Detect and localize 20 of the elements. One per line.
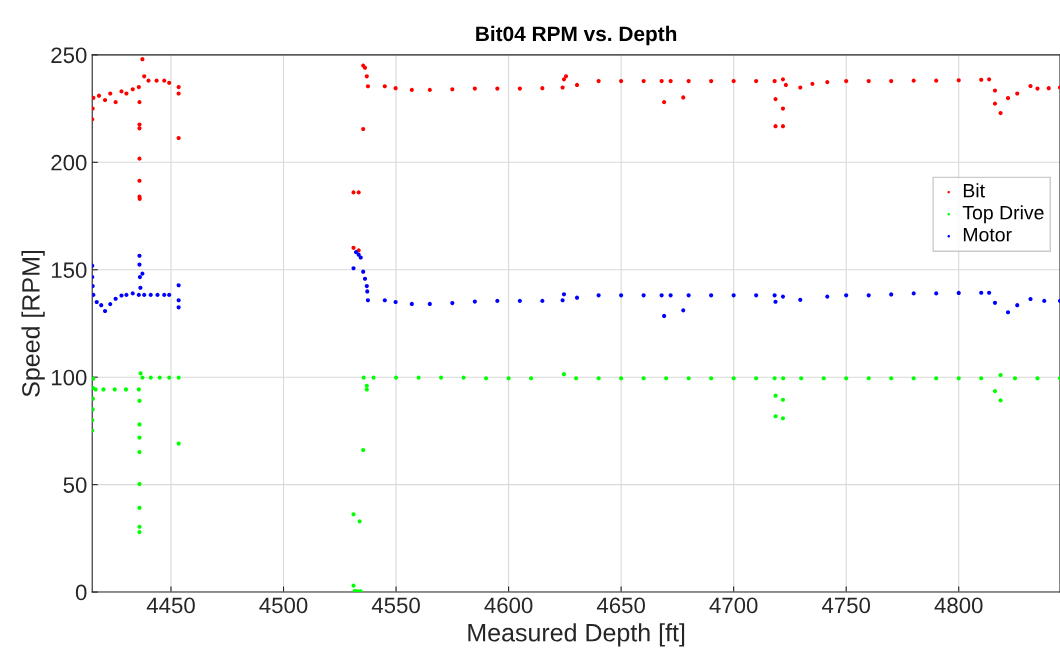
legend-label: Top Drive [962,205,1044,224]
x-tick-label: 4550 [371,597,420,614]
y-tick-label: 250 [51,47,87,64]
y-tick-label: 50 [63,477,87,493]
x-tick-label: 4750 [821,597,871,614]
y-tick-label: 150 [51,262,87,279]
legend-label: Motor [963,227,1012,242]
y-tick-label: 0 [75,584,87,601]
x-tick-label: 4700 [709,597,758,614]
x-axis-title: Measured Depth [ft] [468,623,685,647]
y-tick-label: 100 [51,369,87,386]
x-tick-label: 4650 [596,597,645,614]
y-tick-label: 200 [51,154,87,171]
chart-title: Bit04 RPM vs. Depth [476,25,677,46]
legend-label: Bit [963,183,985,198]
x-tick-label: 4600 [484,597,533,614]
x-tick-label: 4450 [146,597,195,614]
y-axis-title: Speed [RPM] [21,250,45,397]
x-tick-label: 4500 [259,597,308,614]
x-tick-label: 4800 [934,597,983,614]
